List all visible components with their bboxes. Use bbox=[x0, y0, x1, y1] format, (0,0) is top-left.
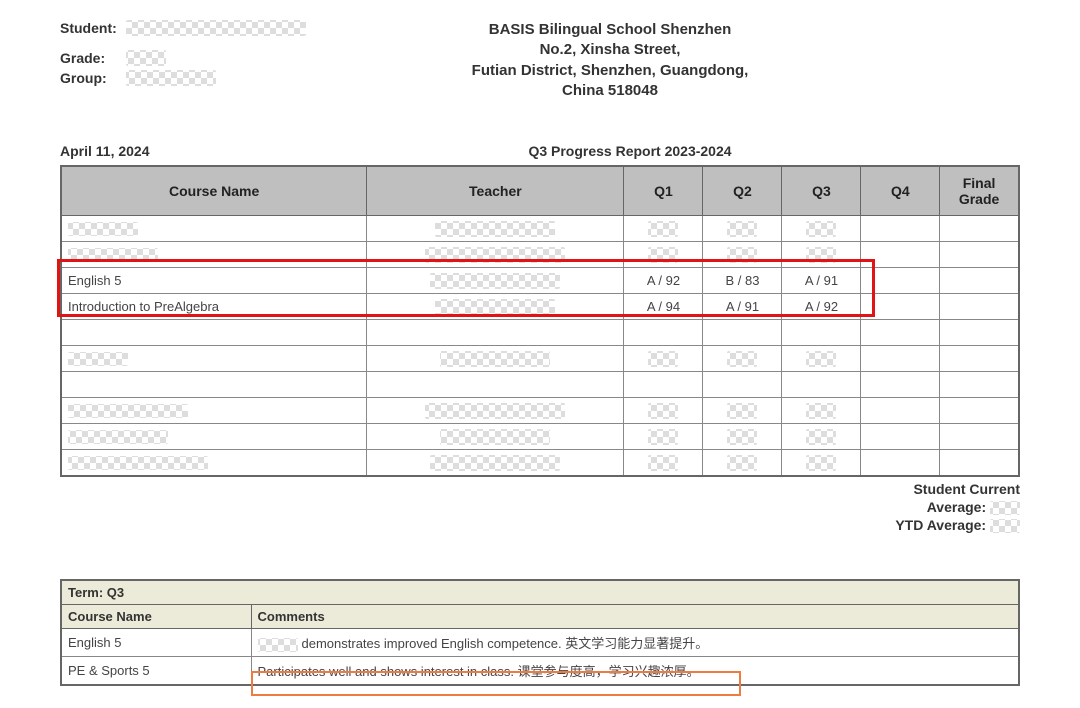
col-q4: Q4 bbox=[861, 166, 940, 216]
col-course: Course Name bbox=[61, 166, 367, 216]
comment-pe-text: Participates well and shows interest in … bbox=[251, 657, 1019, 686]
grade-label: Grade: bbox=[60, 50, 126, 66]
comments-course-header: Course Name bbox=[61, 605, 251, 629]
grade-redacted bbox=[126, 50, 166, 66]
english5-q1: A / 92 bbox=[624, 268, 703, 294]
school-name: BASIS Bilingual School Shenzhen bbox=[360, 20, 860, 40]
comment-name-redacted bbox=[258, 638, 298, 652]
comment-english5-text: demonstrates improved English competence… bbox=[302, 636, 709, 651]
table-row bbox=[61, 450, 1019, 476]
col-teacher: Teacher bbox=[367, 166, 624, 216]
english5-q2: B / 83 bbox=[703, 268, 782, 294]
row-prealgebra: Introduction to PreAlgebra A / 94 A / 91… bbox=[61, 294, 1019, 320]
english5-name: English 5 bbox=[61, 268, 367, 294]
col-final: Final Grade bbox=[940, 166, 1019, 216]
student-info-block: Student: Grade: Group: bbox=[60, 20, 360, 90]
english5-q3: A / 91 bbox=[782, 268, 861, 294]
table-row bbox=[61, 346, 1019, 372]
comment-row-english5: English 5 demonstrates improved English … bbox=[61, 629, 1019, 657]
col-q1: Q1 bbox=[624, 166, 703, 216]
table-row bbox=[61, 320, 1019, 346]
average-redacted bbox=[990, 501, 1020, 515]
table-row bbox=[61, 372, 1019, 398]
student-label: Student: bbox=[60, 20, 126, 36]
grades-header-row: Course Name Teacher Q1 Q2 Q3 Q4 Final Gr… bbox=[61, 166, 1019, 216]
col-q2: Q2 bbox=[703, 166, 782, 216]
student-current-label: Student Current bbox=[60, 481, 1020, 497]
table-row bbox=[61, 242, 1019, 268]
grades-table: Course Name Teacher Q1 Q2 Q3 Q4 Final Gr… bbox=[60, 165, 1020, 477]
group-label: Group: bbox=[60, 70, 126, 86]
col-q3: Q3 bbox=[782, 166, 861, 216]
table-row bbox=[61, 216, 1019, 242]
report-title: Q3 Progress Report 2023-2024 bbox=[360, 143, 1020, 159]
averages-block: Student Current Average: YTD Average: bbox=[60, 481, 1020, 534]
group-redacted bbox=[126, 70, 216, 86]
prealgebra-q3: A / 92 bbox=[782, 294, 861, 320]
school-addr3: China 518048 bbox=[360, 81, 860, 101]
comments-header: Comments bbox=[251, 605, 1019, 629]
table-row bbox=[61, 398, 1019, 424]
table-row bbox=[61, 424, 1019, 450]
ytd-redacted bbox=[990, 519, 1020, 533]
school-addr2: Futian District, Shenzhen, Guangdong, bbox=[360, 61, 860, 81]
comment-pe-name: PE & Sports 5 bbox=[61, 657, 251, 686]
header-row: Student: Grade: Group: BASIS Bilingual S… bbox=[60, 20, 1020, 101]
comment-english5-name: English 5 bbox=[61, 629, 251, 657]
prealgebra-name: Introduction to PreAlgebra bbox=[61, 294, 367, 320]
student-redacted bbox=[126, 20, 306, 36]
ytd-label: YTD Average: bbox=[895, 517, 986, 533]
report-date: April 11, 2024 bbox=[60, 143, 360, 159]
prealgebra-q2: A / 91 bbox=[703, 294, 782, 320]
school-header: BASIS Bilingual School Shenzhen No.2, Xi… bbox=[360, 20, 860, 101]
prealgebra-q1: A / 94 bbox=[624, 294, 703, 320]
term-label: Term: Q3 bbox=[61, 580, 1019, 605]
row-english5: English 5 A / 92 B / 83 A / 91 bbox=[61, 268, 1019, 294]
average-label: Average: bbox=[927, 499, 986, 515]
comments-table: Term: Q3 Course Name Comments English 5 … bbox=[60, 579, 1020, 686]
school-addr1: No.2, Xinsha Street, bbox=[360, 40, 860, 60]
comment-row-pe: PE & Sports 5 Participates well and show… bbox=[61, 657, 1019, 686]
